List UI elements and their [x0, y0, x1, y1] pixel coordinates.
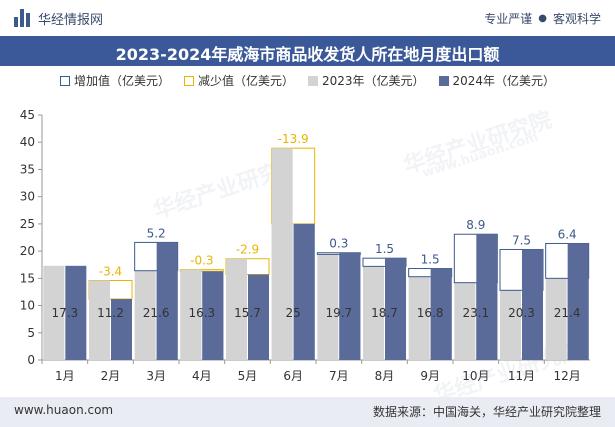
footer-source: 数据来源：中国海关，华经产业研究院整理: [372, 405, 601, 419]
chart-title: 2023-2024年威海市商品收发货人所在地月度出口额: [115, 45, 500, 64]
change-label: 1.5: [375, 242, 394, 256]
bar-2023-overlay: [180, 269, 202, 360]
change-label: -13.9: [278, 132, 309, 146]
top-bar: 华经情报网 专业严谨 ● 客观科学: [0, 0, 615, 36]
y-tick-label: 35: [20, 162, 35, 176]
legend-item-increase[interactable]: 增加值（亿美元）: [59, 72, 170, 89]
value-label-2024: 21.4: [554, 306, 581, 320]
value-label-2024: 11.2: [97, 306, 124, 320]
bar-2023: [454, 282, 476, 360]
bar-2024-overlay: [248, 274, 269, 360]
bar-2023: [363, 266, 384, 360]
brand-name: 华经情报网: [38, 12, 104, 28]
value-label-2024: 21.6: [143, 306, 170, 320]
y-tick-label: 45: [20, 108, 35, 122]
increase-swatch-icon: [59, 75, 70, 86]
bar-chart: 0 5 10 15 20 25 30 35 40 45 17.3 1月 -3.4 11.2 2月 5.2 21.…: [20, 108, 590, 383]
value-label-2024: 25: [286, 306, 301, 320]
y-tick-label: 5: [27, 326, 35, 340]
decrease-swatch-icon: [183, 75, 194, 86]
value-label-2024: 17.3: [51, 306, 78, 320]
2024-swatch-icon: [438, 75, 449, 86]
y-tick-label: 25: [20, 217, 35, 231]
slogan-2: 客观科学: [552, 12, 601, 26]
change-label: -2.9: [236, 243, 259, 257]
bar-2024-overlay: [430, 268, 452, 360]
value-label-2024: 20.3: [508, 306, 535, 320]
bar-2024: [65, 265, 87, 360]
bar-2024-overlay: [111, 299, 132, 360]
change-label: 6.4: [558, 227, 577, 241]
legend-item-2023[interactable]: 2023年（亿美元）: [307, 72, 425, 89]
legend-item-decrease[interactable]: 减少值（亿美元）: [183, 72, 294, 89]
bar-2023: [43, 265, 65, 360]
y-tick-label: 30: [20, 190, 35, 204]
bar-2024-overlay: [522, 249, 543, 360]
bar-2023: [408, 276, 430, 360]
change-label: 1.5: [421, 253, 440, 267]
bar-2023: [545, 278, 567, 360]
x-tick-label: 10月: [462, 369, 489, 383]
value-label-2024: 18.7: [371, 306, 398, 320]
x-tick-label: 11月: [508, 369, 535, 383]
bar-2023: [134, 270, 156, 360]
bar-2023: [317, 254, 339, 360]
legend: 增加值（亿美元） 减少值（亿美元） 2023年（亿美元） 2024年（亿美元）: [0, 72, 615, 89]
x-tick-label: 8月: [375, 369, 395, 383]
bar-logo-icon: [14, 9, 32, 27]
y-tick-label: 10: [20, 299, 35, 313]
value-label-2024: 16.3: [188, 306, 215, 320]
x-tick-label: 9月: [420, 369, 440, 383]
x-tick-label: 12月: [554, 369, 581, 383]
bar-2023-overlay: [271, 148, 293, 360]
footer: www.huaon.com 数据来源：中国海关，华经产业研究院整理: [0, 397, 615, 427]
bar-2024-overlay: [476, 234, 498, 360]
value-label-2024: 15.7: [234, 306, 261, 320]
legend-label-increase: 增加值（亿美元）: [73, 74, 170, 88]
bar-2024-overlay: [385, 258, 406, 360]
x-tick-label: 7月: [329, 369, 349, 383]
slogan-1: 专业严谨: [484, 12, 533, 26]
change-label: 7.5: [512, 233, 531, 247]
bar-2024-overlay: [156, 242, 178, 360]
2023-swatch-icon: [307, 75, 318, 86]
x-tick-label: 5月: [238, 369, 258, 383]
change-label: 0.3: [329, 237, 348, 251]
bar-2024-overlay: [202, 271, 224, 360]
value-label-2024: 23.1: [462, 306, 489, 320]
change-label: -0.3: [190, 254, 213, 268]
y-tick-label: 20: [20, 244, 35, 258]
legend-item-2024[interactable]: 2024年（亿美元）: [438, 72, 556, 89]
x-tick-label: 2月: [101, 369, 121, 383]
x-tick-label: 1月: [55, 369, 75, 383]
title-bar: 2023-2024年威海市商品收发货人所在地月度出口额: [0, 36, 615, 66]
value-label-2024: 19.7: [325, 306, 352, 320]
value-label-2024: 16.8: [417, 306, 444, 320]
legend-label-2024: 2024年（亿美元）: [452, 74, 556, 88]
change-label: -3.4: [99, 265, 122, 279]
bar-2023: [500, 290, 521, 360]
legend-label-2023: 2023年（亿美元）: [321, 74, 425, 88]
legend-label-decrease: 减少值（亿美元）: [197, 74, 294, 88]
y-tick-label: 0: [27, 353, 35, 367]
slogan-separator: ●: [538, 13, 547, 24]
bar-2023-overlay: [226, 258, 247, 360]
slogan: 专业严谨 ● 客观科学: [484, 10, 601, 27]
change-label: 5.2: [147, 226, 166, 240]
bar-2024-overlay: [339, 252, 361, 360]
footer-site[interactable]: www.huaon.com: [14, 403, 114, 417]
x-tick-label: 6月: [283, 369, 303, 383]
bar-2023-overlay: [89, 280, 110, 360]
bar-2024-overlay: [567, 243, 589, 360]
y-tick-label: 15: [20, 271, 35, 285]
bar-2024-overlay: [293, 223, 315, 360]
x-tick-label: 3月: [146, 369, 166, 383]
y-tick-label: 40: [20, 135, 35, 149]
x-tick-label: 4月: [192, 369, 212, 383]
change-label: 8.9: [466, 218, 485, 232]
brand[interactable]: 华经情报网: [14, 8, 103, 28]
